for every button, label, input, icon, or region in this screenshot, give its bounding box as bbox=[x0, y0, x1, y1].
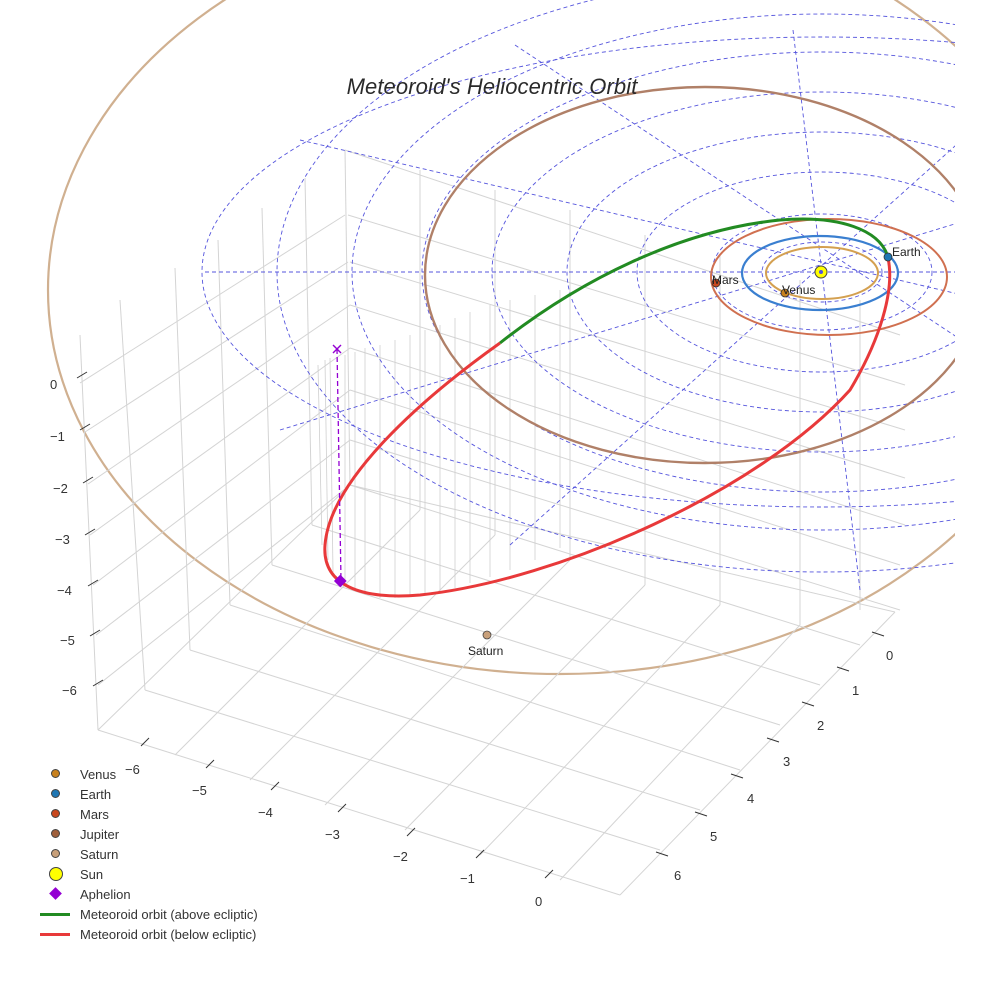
x-tick-2: −4 bbox=[258, 805, 273, 820]
z-tick-1: −1 bbox=[50, 429, 65, 444]
venus-orbit bbox=[765, 246, 879, 300]
z-tick-6: −6 bbox=[62, 683, 77, 698]
y-tick-4: 4 bbox=[747, 791, 754, 806]
saturn-label: Saturn bbox=[468, 644, 503, 658]
x-axis-ticks bbox=[140, 737, 554, 879]
legend-label: Saturn bbox=[80, 846, 119, 862]
legend: Venus Earth Mars Jupiter Saturn Sun Aphe… bbox=[36, 764, 258, 944]
ecliptic-polar-grid bbox=[201, 0, 984, 591]
jupiter-orbit bbox=[423, 85, 984, 465]
legend-label: Venus bbox=[80, 766, 117, 782]
y-tick-1: 1 bbox=[852, 683, 859, 698]
legend-label: Sun bbox=[80, 866, 104, 882]
sun-core bbox=[819, 270, 823, 274]
legend-item-aphelion[interactable]: Aphelion bbox=[36, 884, 258, 904]
legend-item-venus[interactable]: Venus bbox=[36, 764, 258, 784]
saturn-legend-icon bbox=[51, 849, 60, 858]
x-tick-0: −6 bbox=[125, 762, 140, 777]
mars-orbit bbox=[710, 218, 948, 336]
legend-label: Mars bbox=[80, 806, 109, 822]
venus-label: Venus bbox=[782, 283, 815, 297]
earth-marker[interactable] bbox=[883, 252, 893, 262]
x-tick-4: −2 bbox=[393, 849, 408, 864]
mars-legend-icon bbox=[51, 809, 60, 818]
saturn-marker[interactable] bbox=[482, 630, 492, 640]
z-axis-ticks bbox=[76, 371, 104, 687]
x-tick-5: −1 bbox=[460, 871, 475, 886]
legend-label: Earth bbox=[80, 786, 112, 802]
z-tick-4: −4 bbox=[57, 583, 72, 598]
legend-label: Meteoroid orbit (above ecliptic) bbox=[80, 906, 258, 922]
y-tick-0: 0 bbox=[886, 648, 893, 663]
y-tick-2: 2 bbox=[817, 718, 824, 733]
meteoroid-orbit-below bbox=[323, 257, 892, 598]
meteoroid-orbit-above bbox=[499, 217, 890, 345]
red-line-legend-icon bbox=[40, 933, 70, 936]
x-tick-1: −5 bbox=[192, 783, 207, 798]
chart-title: Meteoroid's Heliocentric Orbit bbox=[346, 74, 638, 99]
legend-label: Jupiter bbox=[80, 826, 120, 842]
aphelion-legend-icon bbox=[49, 887, 62, 900]
mars-label: Mars bbox=[712, 273, 739, 287]
z-tick-3: −3 bbox=[55, 532, 70, 547]
jupiter-legend-icon bbox=[51, 829, 60, 838]
earth-legend-icon bbox=[51, 789, 60, 798]
earth-label: Earth bbox=[892, 245, 921, 259]
saturn-orbit bbox=[47, 0, 984, 675]
venus-legend-icon bbox=[51, 769, 60, 778]
drop-lines bbox=[317, 290, 561, 598]
legend-item-jupiter[interactable]: Jupiter bbox=[36, 824, 258, 844]
mars-marker[interactable] bbox=[711, 278, 721, 288]
legend-item-saturn[interactable]: Saturn bbox=[36, 844, 258, 864]
venus-marker[interactable] bbox=[780, 288, 790, 298]
z-tick-5: −5 bbox=[60, 633, 75, 648]
y-tick-5: 5 bbox=[710, 829, 717, 844]
aphelion-projection-x-icon bbox=[332, 344, 342, 354]
z-tick-2: −2 bbox=[53, 481, 68, 496]
aphelion-drop-line bbox=[336, 348, 342, 581]
legend-label: Meteoroid orbit (below ecliptic) bbox=[80, 926, 257, 942]
y-tick-6: 6 bbox=[674, 868, 681, 883]
z-tick-0: 0 bbox=[50, 377, 57, 392]
green-line-legend-icon bbox=[40, 913, 70, 916]
y-axis-ticks bbox=[655, 631, 885, 857]
x-tick-6: 0 bbox=[535, 894, 542, 909]
y-tick-3: 3 bbox=[783, 754, 790, 769]
legend-label: Aphelion bbox=[80, 886, 131, 902]
legend-item-orbit-above[interactable]: Meteoroid orbit (above ecliptic) bbox=[36, 904, 258, 924]
legend-item-orbit-below[interactable]: Meteoroid orbit (below ecliptic) bbox=[36, 924, 258, 944]
sun-legend-icon bbox=[49, 867, 63, 881]
x-tick-3: −3 bbox=[325, 827, 340, 842]
legend-item-earth[interactable]: Earth bbox=[36, 784, 258, 804]
plot-clip-mask bbox=[955, 0, 984, 984]
legend-item-mars[interactable]: Mars bbox=[36, 804, 258, 824]
earth-orbit bbox=[740, 234, 900, 312]
legend-item-sun[interactable]: Sun bbox=[36, 864, 258, 884]
